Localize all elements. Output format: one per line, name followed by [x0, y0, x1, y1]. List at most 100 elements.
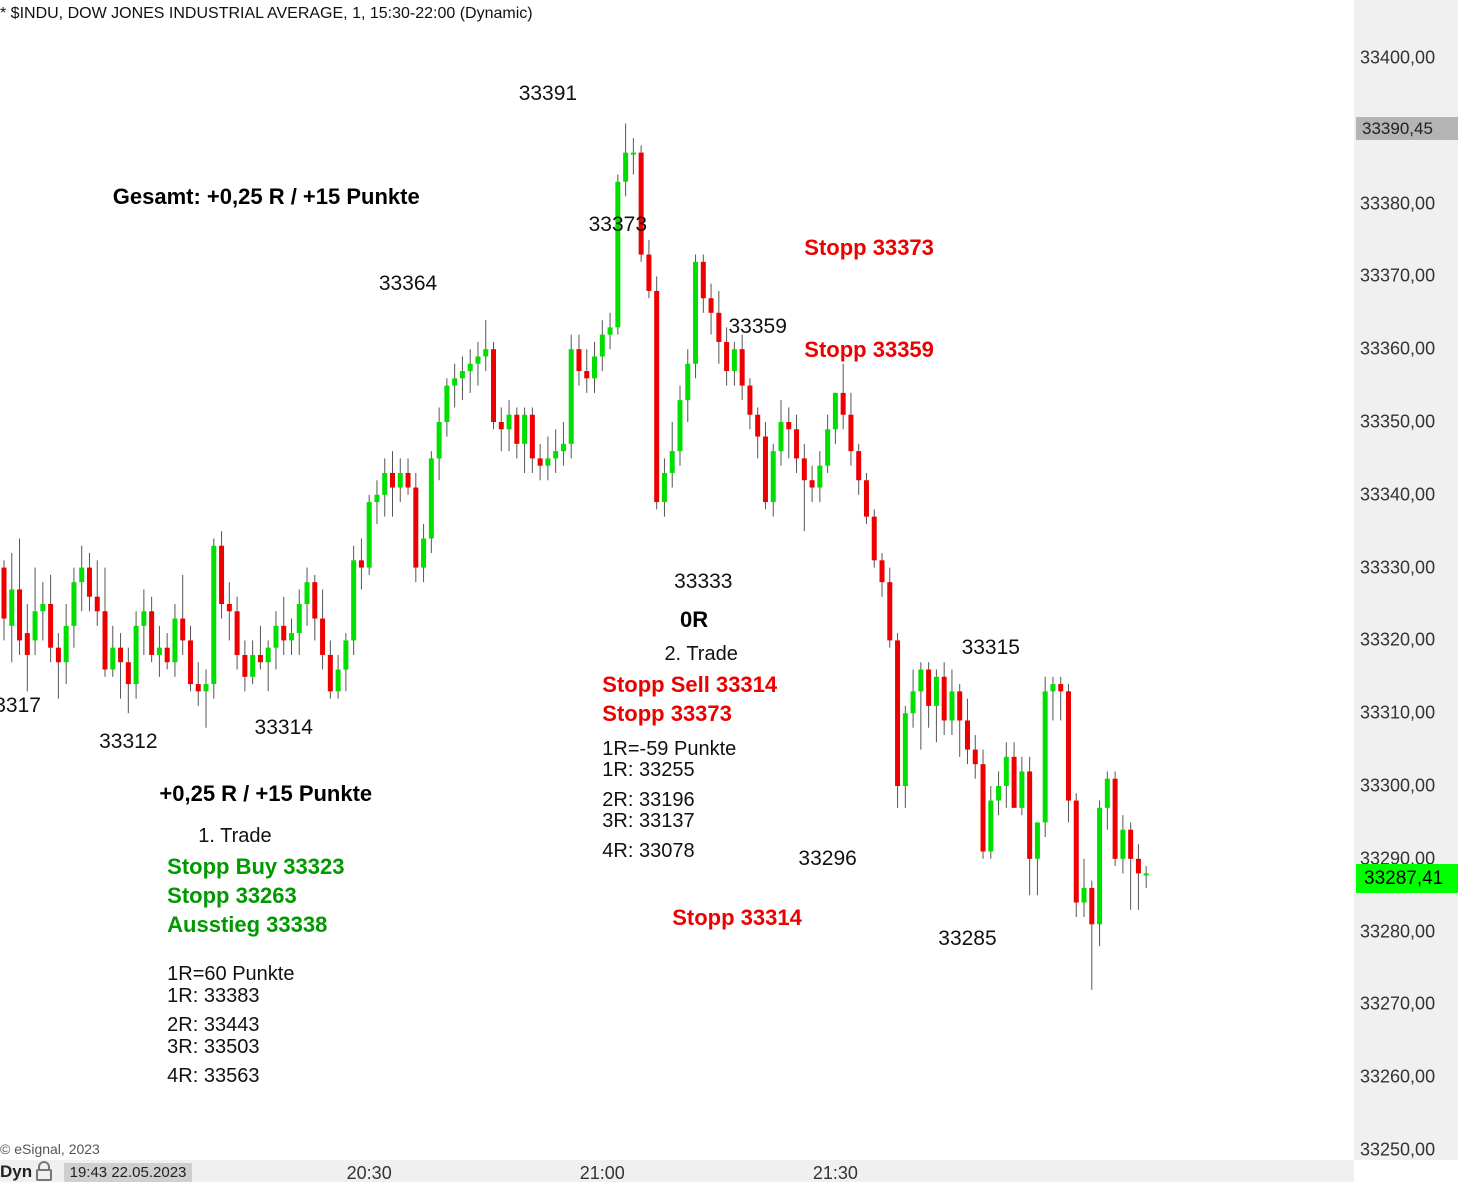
candle — [926, 662, 932, 728]
candle — [172, 604, 178, 677]
candle — [910, 669, 916, 728]
candle — [801, 443, 807, 532]
candle-body-down — [48, 604, 54, 648]
candle — [576, 334, 582, 386]
candle-body-up — [459, 371, 465, 379]
candle — [397, 458, 403, 503]
candle — [242, 640, 248, 692]
candle — [1104, 771, 1110, 830]
candle-body-down — [786, 422, 792, 430]
candle — [623, 123, 629, 197]
chart-annotation: Stopp 33263 — [167, 883, 297, 909]
candle-body-up — [669, 451, 675, 473]
chart-annotation: 33333 — [674, 570, 733, 594]
candle — [506, 400, 512, 452]
dynamic-mode-label[interactable]: Dyn — [0, 1162, 33, 1181]
candle-body-up — [1050, 684, 1056, 692]
candle-body-up — [250, 654, 256, 677]
candle-body-up — [506, 414, 512, 430]
chart-title: * $INDU, DOW JONES INDUSTRIAL AVERAGE, 1… — [0, 5, 533, 22]
candle — [638, 145, 644, 262]
candle — [933, 669, 939, 743]
candle-body-up — [156, 647, 162, 655]
candle — [700, 254, 706, 313]
candle-body-up — [63, 625, 69, 663]
candle — [599, 320, 605, 372]
candle — [320, 589, 326, 670]
candle-body-up — [825, 429, 831, 466]
candle-body-up — [133, 625, 139, 685]
candle-body-down — [863, 480, 869, 517]
candle-body-up — [1097, 807, 1103, 925]
candle — [203, 669, 209, 728]
candle-body-down — [537, 458, 543, 466]
candle — [762, 422, 768, 510]
candle — [483, 320, 489, 372]
chart-annotation: Ausstieg 33338 — [167, 912, 328, 938]
candle — [778, 400, 784, 466]
candle-body-down — [281, 625, 287, 641]
lock-icon[interactable] — [34, 1161, 54, 1181]
candle-body-up — [568, 349, 574, 444]
candle-body-down — [926, 669, 932, 706]
chart-annotation: Stopp 33373 — [602, 701, 732, 727]
price-axis-panel[interactable] — [1354, 0, 1458, 1160]
candle-body-up — [397, 472, 403, 488]
candle-body-up — [731, 349, 737, 372]
candle-body-down — [654, 290, 660, 503]
candle — [708, 283, 714, 335]
candle — [980, 749, 986, 859]
candle-body-down — [149, 611, 155, 655]
candle — [887, 567, 893, 648]
candle — [195, 662, 201, 706]
candle — [755, 407, 761, 459]
candle-body-up — [296, 604, 302, 634]
candle — [607, 312, 613, 350]
candle — [1034, 822, 1040, 896]
candle — [832, 392, 838, 444]
candle — [1128, 822, 1134, 910]
candle-body-down — [747, 385, 753, 415]
candle-body-down — [1011, 756, 1017, 808]
candle — [125, 647, 131, 714]
candle — [48, 574, 54, 663]
candle-body-up — [304, 582, 310, 604]
candle — [693, 254, 699, 379]
candle-body-down — [405, 472, 411, 488]
candle — [32, 567, 38, 655]
candle — [211, 538, 217, 699]
candle — [459, 356, 465, 401]
candle — [677, 385, 683, 466]
candle-body-down — [576, 349, 582, 372]
chart-annotation: 1R: 33383 — [167, 985, 260, 1008]
chart-annotation: 1R: 33255 — [602, 759, 695, 782]
candle-body-down — [848, 414, 854, 452]
candle-body-down — [584, 371, 590, 379]
candle-body-up — [382, 472, 388, 495]
candle — [949, 669, 955, 736]
chart-annotation: Gesamt: +0,25 R / +15 Punkte — [112, 184, 420, 210]
chart-annotation: 33315 — [961, 635, 1020, 659]
candle-body-up — [265, 647, 271, 663]
candle — [467, 349, 473, 393]
candle — [40, 582, 46, 641]
candle-body-up — [910, 691, 916, 714]
candle — [685, 349, 691, 422]
candle — [1097, 800, 1103, 947]
candle — [405, 458, 411, 495]
candle — [794, 414, 800, 473]
candle — [1143, 866, 1149, 888]
candle — [421, 523, 427, 583]
candle — [187, 625, 193, 692]
candle-body-up — [949, 691, 955, 721]
candle — [1089, 880, 1095, 990]
candle — [1050, 676, 1056, 721]
candle — [553, 429, 559, 473]
candle — [475, 341, 481, 386]
candle-body-down — [17, 589, 23, 641]
candle-body-down — [125, 662, 131, 685]
time-axis-panel[interactable] — [0, 1160, 1354, 1182]
candle-body-down — [529, 414, 535, 459]
candle-body-down — [809, 480, 815, 488]
